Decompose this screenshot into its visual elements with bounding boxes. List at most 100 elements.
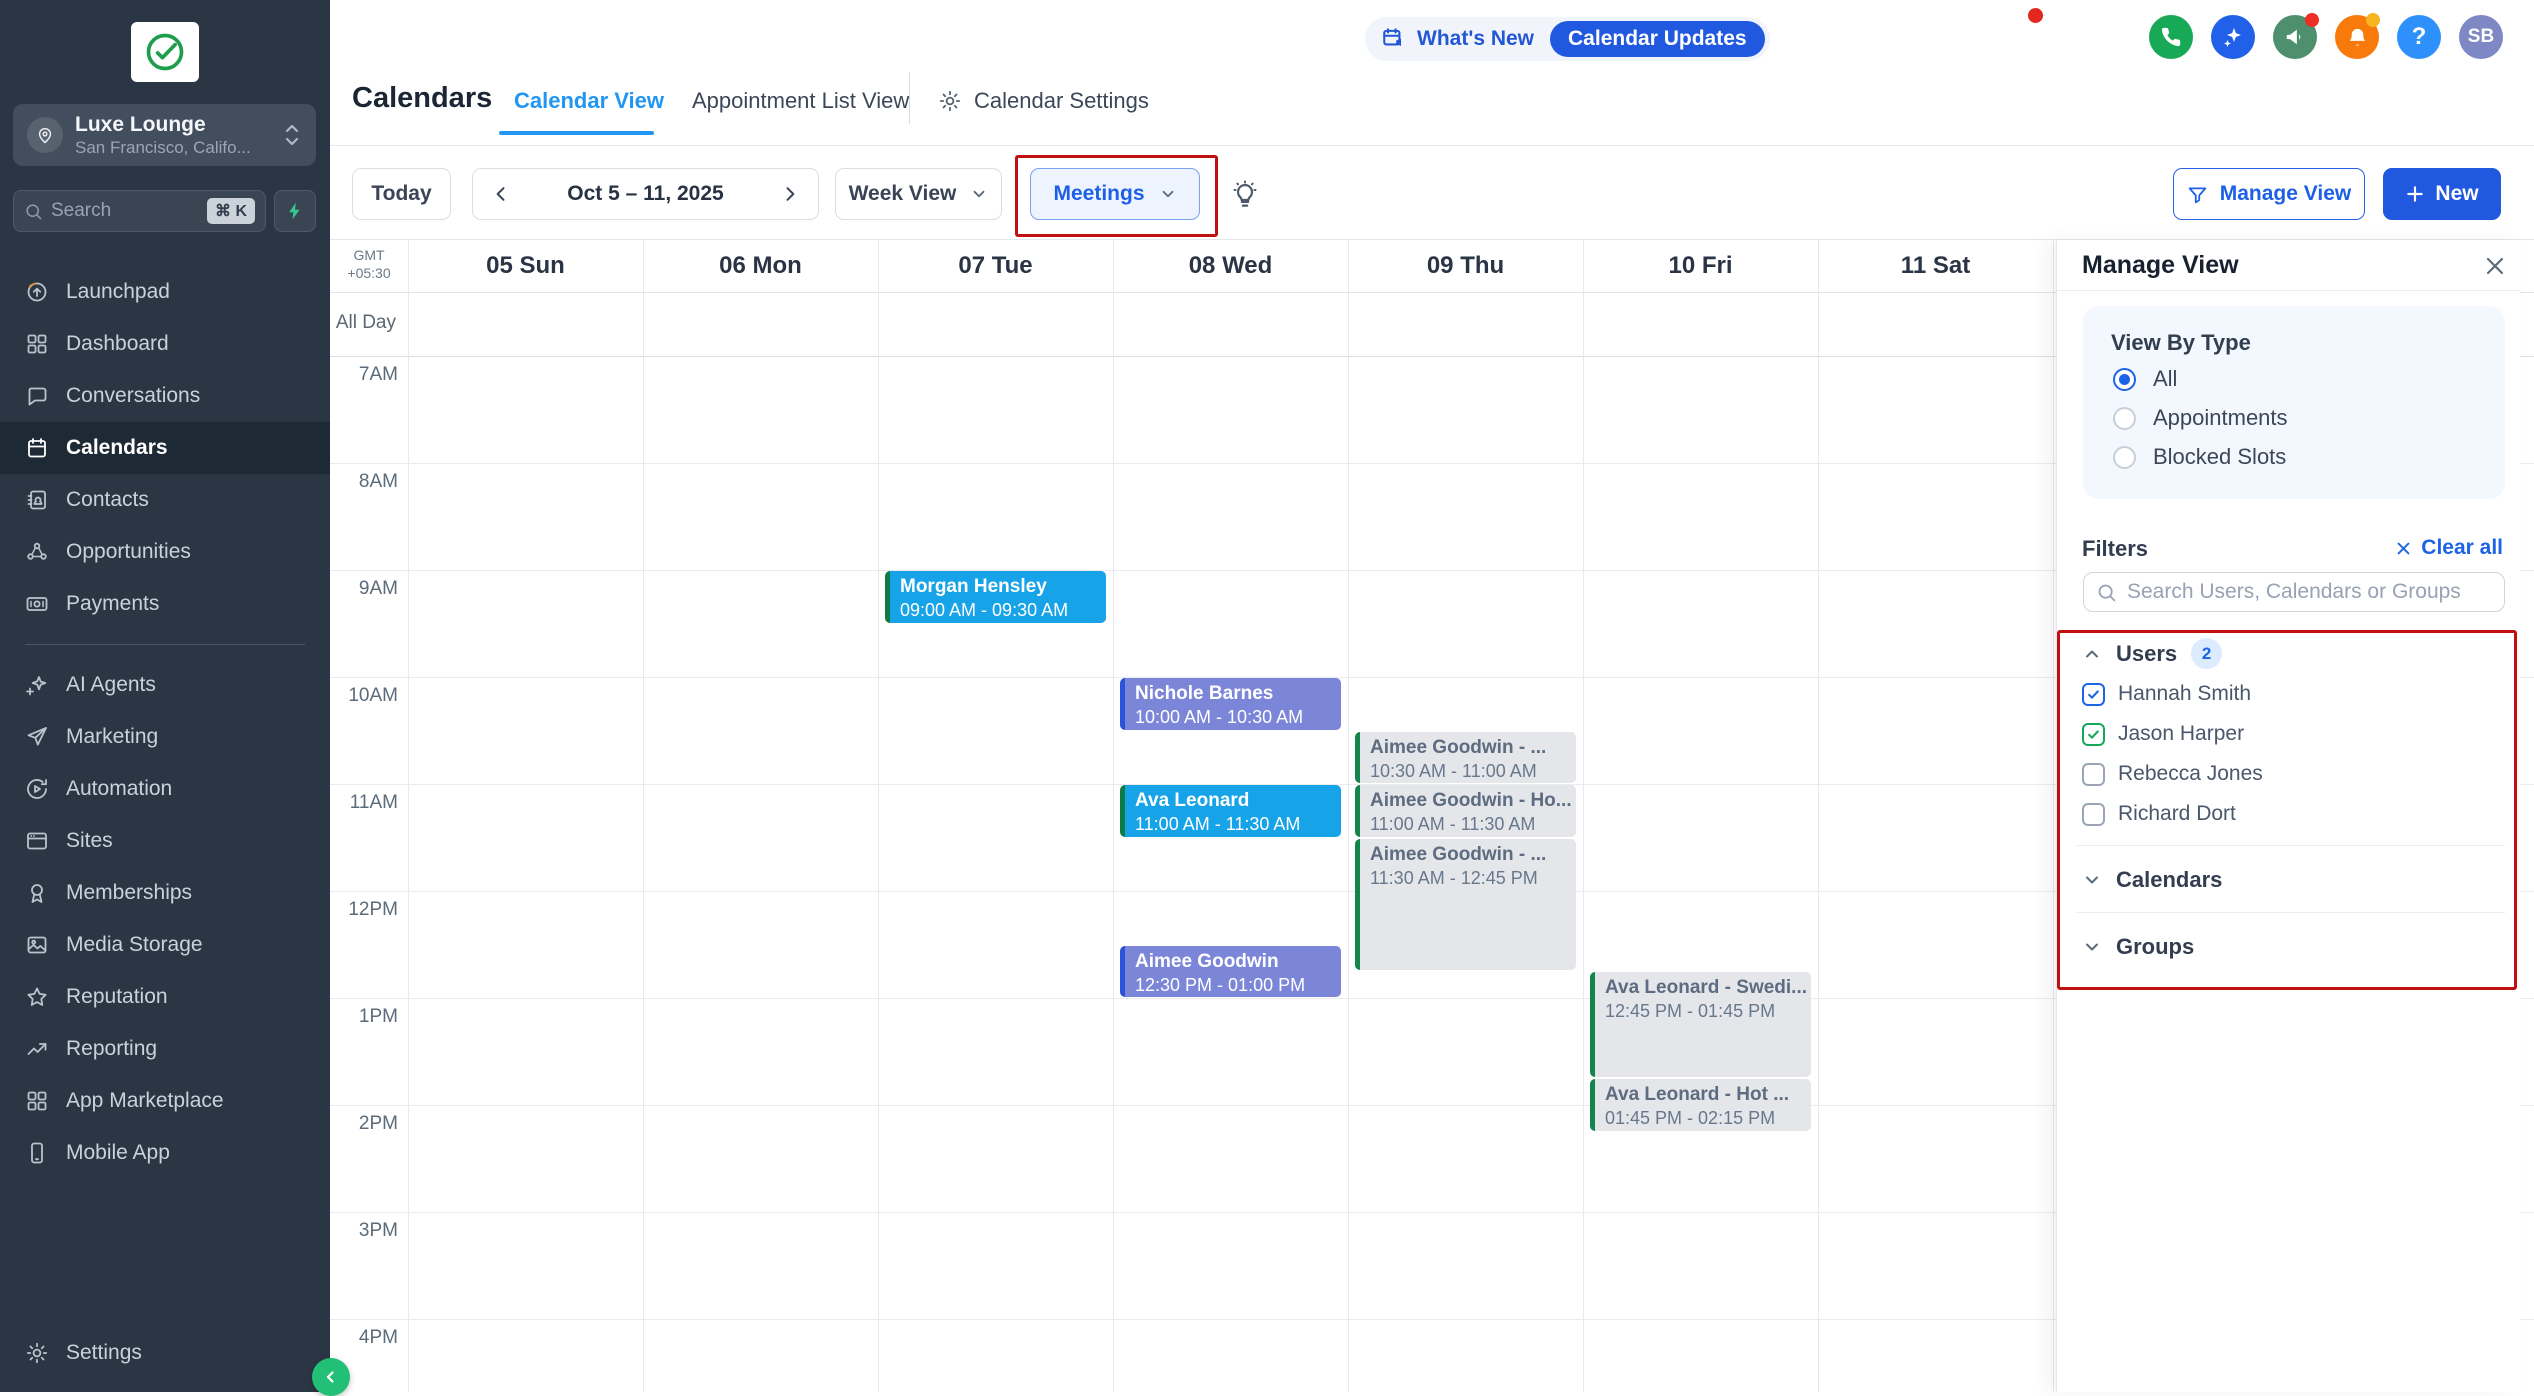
radio-label: Blocked Slots: [2153, 444, 2287, 469]
user-name: Richard Dort: [2118, 802, 2236, 825]
sidebar-item-ai-agents[interactable]: AI Agents: [0, 659, 330, 711]
filters-label: Filters: [2082, 536, 2149, 561]
sidebar-item-launchpad[interactable]: Launchpad: [0, 266, 330, 318]
sidebar-item-conversations[interactable]: Conversations: [0, 370, 330, 422]
day-header-sat: 11 Sat: [1900, 252, 1971, 279]
event-time: 10:30 AM - 11:00 AM: [1370, 760, 1537, 781]
sidebar-item-settings[interactable]: Settings: [0, 1327, 330, 1379]
tips-button[interactable]: [1230, 180, 1260, 210]
event-time: 11:00 AM - 11:30 AM: [1370, 814, 1536, 834]
user-avatar[interactable]: SB: [2459, 15, 2503, 59]
quick-actions-button[interactable]: [274, 190, 316, 232]
close-icon: [2397, 542, 2410, 554]
sidebar-item-calendars[interactable]: Calendars: [0, 422, 330, 474]
sidebar-item-dashboard[interactable]: Dashboard: [0, 318, 330, 370]
sidebar-item-label: Payments: [66, 592, 160, 615]
radio-appointments[interactable]: Appointments: [2113, 405, 2288, 431]
user-filter-richard-dort[interactable]: Richard Dort: [2082, 802, 2236, 826]
calendar-event[interactable]: Aimee Goodwin - Ho... 11:00 AM - 11:30 AM: [1355, 785, 1576, 837]
date-navigator: Oct 5 – 11, 2025: [472, 168, 819, 220]
chevron-right-icon[interactable]: [780, 184, 800, 204]
calendar-event[interactable]: Morgan Hensley 09:00 AM - 09:30 AM: [885, 571, 1106, 623]
sidebar-item-media-storage[interactable]: Media Storage: [0, 919, 330, 971]
sidebar-item-opportunities[interactable]: Opportunities: [0, 526, 330, 578]
calendar-event[interactable]: Ava Leonard 11:00 AM - 11:30 AM: [1120, 785, 1341, 837]
section-label: Groups: [2116, 934, 2195, 959]
today-button[interactable]: Today: [352, 168, 451, 220]
users-section-header[interactable]: Users 2: [2082, 638, 2223, 669]
calendar-event[interactable]: Ava Leonard - Swedi... 12:45 PM - 01:45 P…: [1590, 972, 1811, 1078]
calendar-event[interactable]: Ava Leonard - Hot ... 01:45 PM - 02:15 PM: [1590, 1079, 1811, 1131]
new-appointment-button[interactable]: New: [2383, 168, 2501, 220]
sidebar-item-label: AI Agents: [66, 673, 156, 696]
divider: [2077, 912, 2505, 913]
help-button[interactable]: ?: [2397, 15, 2441, 59]
event-title: Aimee Goodwin - ...: [1370, 843, 1547, 865]
ai-agents-icon: [25, 673, 49, 697]
hour-label: 2PM: [358, 1113, 398, 1134]
view-by-type-label: View By Type: [2111, 330, 2251, 355]
grid-vertical-line: [408, 240, 409, 1392]
panel-title: Manage View: [2082, 251, 2239, 279]
sidebar-collapse-button[interactable]: [312, 1358, 350, 1396]
view-mode-dropdown[interactable]: Week View: [835, 168, 1002, 220]
announcements-button[interactable]: [2273, 13, 2319, 59]
ai-assistant-button[interactable]: [2211, 15, 2255, 59]
close-icon[interactable]: [2483, 254, 2507, 278]
calendar-event[interactable]: Aimee Goodwin - ... 10:30 AM - 11:00 AM: [1355, 731, 1576, 783]
calendar-event[interactable]: Aimee Goodwin 12:30 PM - 01:00 PM: [1120, 945, 1341, 997]
keyboard-shortcut-badge: ⌘ K: [207, 198, 255, 224]
calendar-updates-button[interactable]: Calendar Updates: [1550, 21, 1765, 57]
meetings-dropdown[interactable]: Meetings: [1030, 168, 1200, 220]
tab-appointment-list-view[interactable]: Appointment List View: [692, 88, 910, 113]
radio-blocked-slots[interactable]: Blocked Slots: [2113, 444, 2286, 470]
calendar-event[interactable]: Aimee Goodwin - ... 11:30 AM - 12:45 PM: [1355, 838, 1576, 971]
section-header-groups[interactable]: Groups: [2082, 934, 2194, 960]
hour-label: 11AM: [349, 792, 398, 813]
event-time: 12:30 PM - 01:00 PM: [1135, 974, 1306, 995]
dashboard-icon: [25, 332, 49, 356]
calendar-toolbar: Today Oct 5 – 11, 2025 Week View Meeting…: [330, 146, 2534, 240]
sidebar-item-marketing[interactable]: Marketing: [0, 711, 330, 763]
radio-all[interactable]: All: [2113, 366, 2177, 392]
whats-new-pill[interactable]: What's New Calendar Updates: [1365, 17, 1770, 61]
sidebar-item-label: Settings: [66, 1341, 142, 1364]
sidebar-item-automation[interactable]: Automation: [0, 763, 330, 815]
grid-hour-line: [330, 784, 2534, 785]
announcement-calendar-icon: [1381, 26, 1407, 52]
sidebar-item-app-marketplace[interactable]: App Marketplace: [0, 1075, 330, 1127]
notification-dot: [2366, 13, 2380, 27]
calendar-event[interactable]: Nichole Barnes 10:00 AM - 10:30 AM: [1120, 678, 1341, 730]
chevron-down-icon: [973, 190, 985, 198]
tab-calendar-settings[interactable]: Calendar Settings: [938, 88, 1149, 114]
notifications-button[interactable]: [2335, 13, 2380, 59]
manage-view-button[interactable]: Manage View: [2173, 168, 2365, 220]
sidebar-item-sites[interactable]: Sites: [0, 815, 330, 867]
sidebar-search-input[interactable]: Search ⌘ K: [13, 190, 266, 232]
event-time: 09:00 AM - 09:30 AM: [900, 600, 1069, 620]
sidebar-item-contacts[interactable]: Contacts: [0, 474, 330, 526]
phone-button[interactable]: [2149, 15, 2193, 59]
panel-search-input[interactable]: Search Users, Calendars or Groups: [2083, 572, 2505, 612]
event-title: Ava Leonard: [1135, 790, 1250, 811]
hour-label: 12PM: [348, 899, 398, 920]
sidebar-item-reporting[interactable]: Reporting: [0, 1023, 330, 1075]
sidebar-item-payments[interactable]: Payments: [0, 578, 330, 630]
grid-vertical-line: [1583, 240, 1584, 1392]
search-icon: [24, 202, 43, 221]
account-switcher[interactable]: Luxe Lounge San Francisco, Califo...: [13, 104, 316, 166]
tab-calendar-view[interactable]: Calendar View: [514, 88, 664, 113]
clear-all-button[interactable]: Clear all: [2395, 536, 2503, 560]
sidebar-item-memberships[interactable]: Memberships: [0, 867, 330, 919]
search-icon: [2098, 584, 2116, 601]
user-filter-jason-harper[interactable]: Jason Harper: [2082, 722, 2244, 746]
sidebar-item-mobile-app[interactable]: Mobile App: [0, 1127, 330, 1179]
sidebar-item-reputation[interactable]: Reputation: [0, 971, 330, 1023]
grid-hour-line: [330, 570, 2534, 571]
section-header-calendars[interactable]: Calendars: [2082, 867, 2222, 893]
user-filter-hannah-smith[interactable]: Hannah Smith: [2082, 682, 2251, 706]
chevron-left-icon[interactable]: [491, 184, 511, 204]
user-name: Hannah Smith: [2118, 682, 2252, 705]
user-filter-rebecca-jones[interactable]: Rebecca Jones: [2082, 762, 2263, 786]
chevron-down-icon: [1162, 190, 1173, 198]
